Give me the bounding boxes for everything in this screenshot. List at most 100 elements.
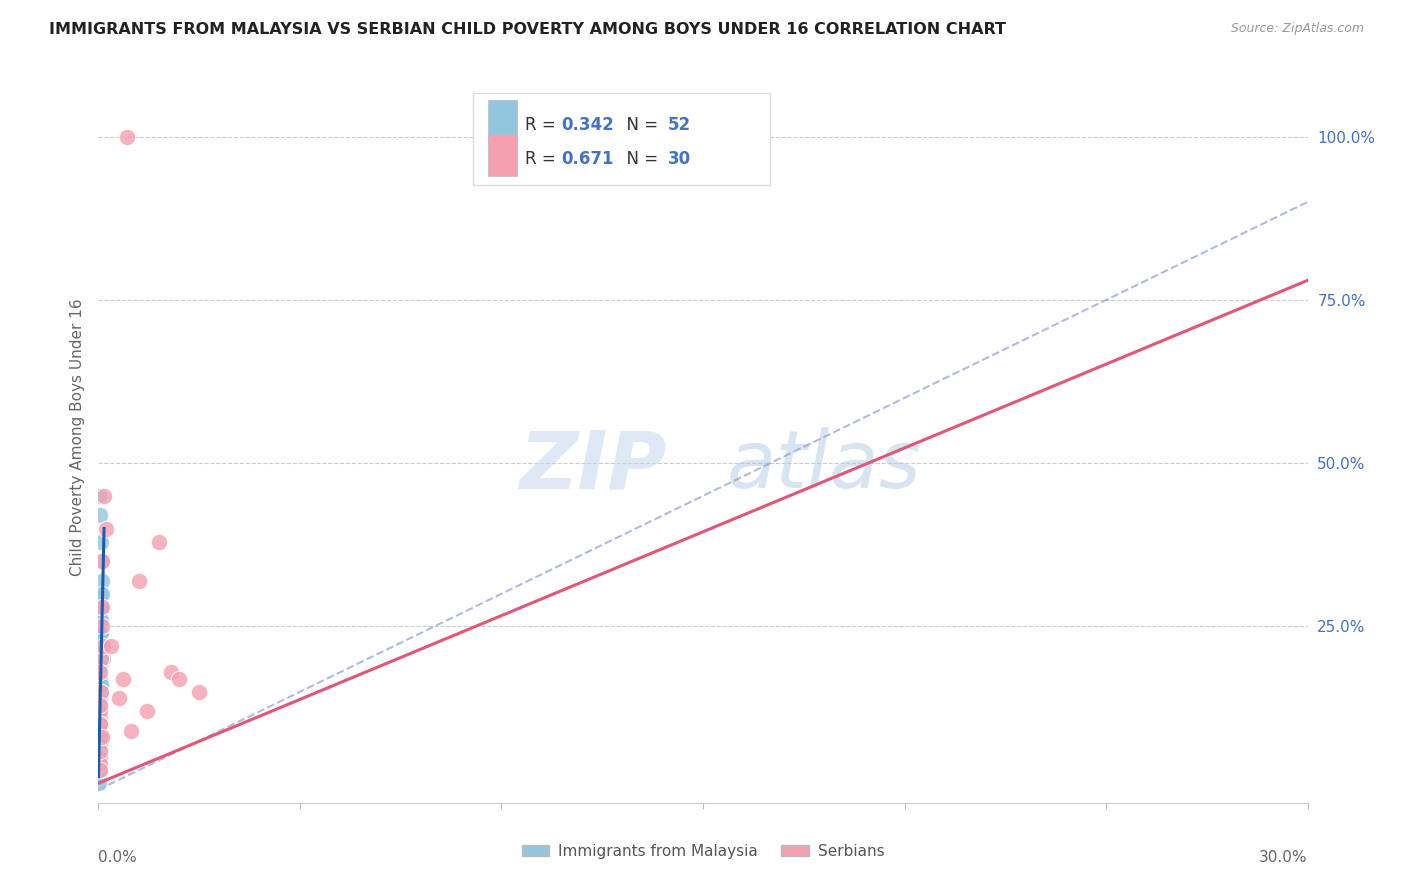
FancyBboxPatch shape bbox=[488, 100, 517, 142]
Point bbox=[89, 508, 111, 523]
Point bbox=[89, 489, 111, 503]
Point bbox=[89, 652, 111, 666]
Point bbox=[91, 587, 114, 601]
Point bbox=[89, 685, 111, 699]
Point bbox=[89, 723, 111, 738]
Point bbox=[89, 705, 111, 719]
Point bbox=[89, 639, 111, 653]
Text: Source: ZipAtlas.com: Source: ZipAtlas.com bbox=[1230, 22, 1364, 36]
Point bbox=[89, 756, 111, 771]
Point bbox=[89, 587, 111, 601]
Point bbox=[89, 750, 111, 764]
Point bbox=[89, 717, 111, 731]
Point bbox=[90, 685, 112, 699]
Point bbox=[87, 743, 110, 757]
Point bbox=[89, 731, 111, 745]
Text: 52: 52 bbox=[668, 116, 692, 134]
Point bbox=[89, 705, 111, 719]
Point bbox=[90, 652, 112, 666]
Point bbox=[89, 705, 111, 719]
Point bbox=[89, 698, 111, 712]
Point bbox=[91, 599, 114, 614]
Text: ZIP: ZIP bbox=[519, 427, 666, 506]
Point bbox=[89, 717, 111, 731]
Point bbox=[89, 626, 111, 640]
Point bbox=[90, 731, 112, 745]
Point bbox=[135, 705, 157, 719]
Point bbox=[167, 672, 190, 686]
Text: N =: N = bbox=[616, 116, 664, 134]
Text: R =: R = bbox=[526, 116, 561, 134]
Point bbox=[91, 554, 114, 568]
Point bbox=[87, 776, 110, 790]
Point bbox=[90, 685, 112, 699]
Point bbox=[89, 619, 111, 633]
Point bbox=[89, 691, 111, 706]
Point bbox=[91, 639, 114, 653]
Point bbox=[90, 599, 112, 614]
Point bbox=[87, 750, 110, 764]
Point bbox=[89, 717, 111, 731]
Text: 30: 30 bbox=[668, 150, 692, 168]
Point bbox=[89, 723, 111, 738]
Point bbox=[111, 672, 134, 686]
Point bbox=[90, 613, 112, 627]
Point bbox=[89, 698, 111, 712]
Point bbox=[89, 717, 111, 731]
Point bbox=[91, 619, 114, 633]
Point bbox=[89, 672, 111, 686]
Point bbox=[89, 698, 111, 712]
Point bbox=[96, 521, 118, 535]
Point bbox=[87, 770, 110, 784]
Point bbox=[90, 665, 112, 680]
Point bbox=[87, 763, 110, 777]
Point bbox=[89, 678, 111, 692]
Text: N =: N = bbox=[616, 150, 664, 168]
Text: IMMIGRANTS FROM MALAYSIA VS SERBIAN CHILD POVERTY AMONG BOYS UNDER 16 CORRELATIO: IMMIGRANTS FROM MALAYSIA VS SERBIAN CHIL… bbox=[49, 22, 1007, 37]
Point bbox=[160, 665, 183, 680]
Point bbox=[89, 763, 111, 777]
Point bbox=[90, 652, 112, 666]
Point bbox=[188, 685, 211, 699]
Point bbox=[87, 737, 110, 751]
Text: 0.0%: 0.0% bbox=[98, 850, 138, 865]
Point bbox=[100, 639, 122, 653]
Point bbox=[90, 678, 112, 692]
Text: 30.0%: 30.0% bbox=[1260, 850, 1308, 865]
Point bbox=[89, 665, 111, 680]
Text: 0.342: 0.342 bbox=[561, 116, 614, 134]
Point bbox=[89, 737, 111, 751]
Point bbox=[120, 723, 142, 738]
Point bbox=[107, 691, 129, 706]
Point bbox=[89, 743, 111, 757]
Point bbox=[89, 711, 111, 725]
Text: atlas: atlas bbox=[727, 427, 922, 506]
Point bbox=[89, 658, 111, 673]
Point bbox=[89, 750, 111, 764]
Text: 0.671: 0.671 bbox=[561, 150, 614, 168]
Point bbox=[93, 489, 115, 503]
Point bbox=[115, 129, 138, 144]
Y-axis label: Child Poverty Among Boys Under 16: Child Poverty Among Boys Under 16 bbox=[69, 298, 84, 576]
Point bbox=[128, 574, 150, 588]
Point bbox=[90, 534, 112, 549]
FancyBboxPatch shape bbox=[488, 135, 517, 176]
Point bbox=[91, 731, 114, 745]
Point bbox=[90, 626, 112, 640]
Point bbox=[89, 743, 111, 757]
Point bbox=[148, 534, 170, 549]
Point bbox=[89, 731, 111, 745]
Point bbox=[90, 554, 112, 568]
Legend: Immigrants from Malaysia, Serbians: Immigrants from Malaysia, Serbians bbox=[516, 838, 890, 864]
Point bbox=[91, 639, 114, 653]
Point bbox=[91, 652, 114, 666]
Point bbox=[89, 607, 111, 621]
Point bbox=[89, 691, 111, 706]
Point bbox=[90, 574, 112, 588]
Point bbox=[87, 763, 110, 777]
Point bbox=[89, 665, 111, 680]
FancyBboxPatch shape bbox=[474, 94, 769, 185]
Point bbox=[90, 599, 112, 614]
Text: R =: R = bbox=[526, 150, 561, 168]
Point bbox=[89, 756, 111, 771]
